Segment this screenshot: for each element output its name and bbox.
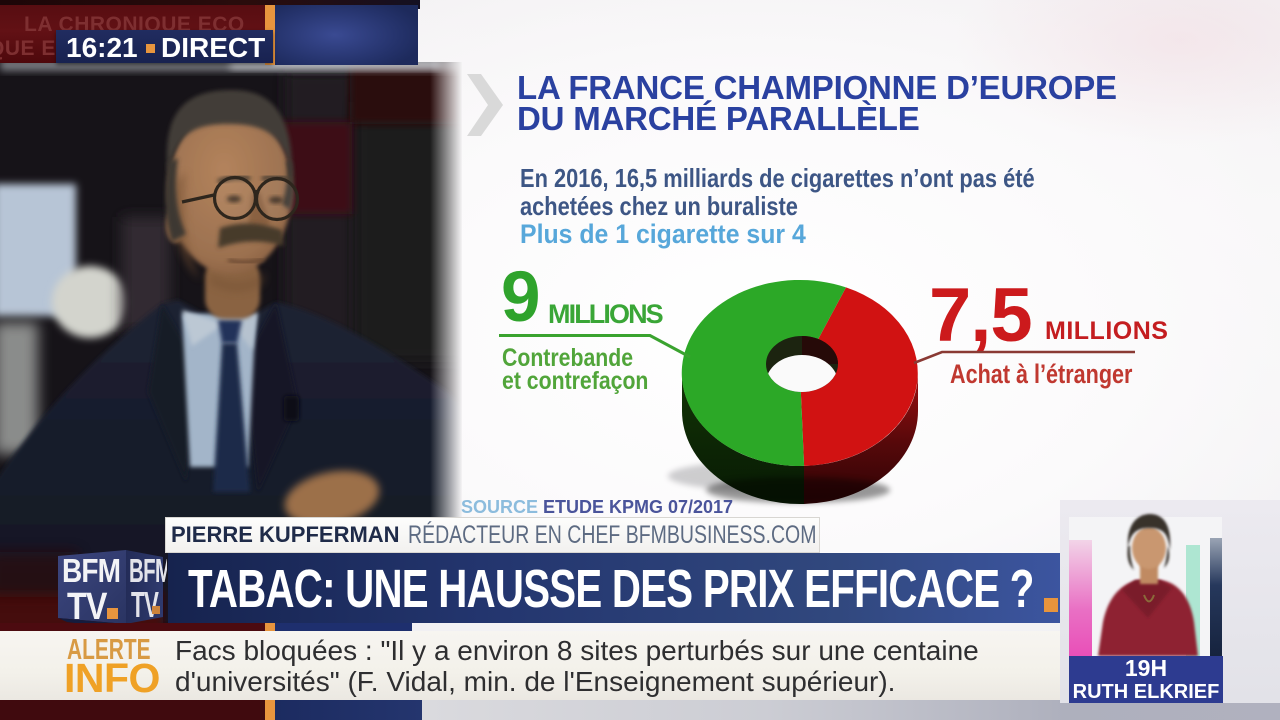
svg-text:BFM: BFM: [129, 552, 167, 589]
svg-text:RUTH ELKRIEF: RUTH ELKRIEF: [1073, 681, 1220, 703]
svg-text:TV: TV: [67, 586, 108, 628]
svg-text:BFM: BFM: [62, 553, 120, 590]
svg-text:TV: TV: [131, 586, 159, 626]
svg-text:19H: 19H: [1125, 655, 1167, 681]
